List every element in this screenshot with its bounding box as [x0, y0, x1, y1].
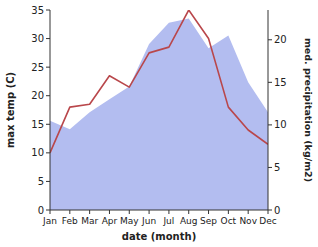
x-tick: [188, 210, 189, 214]
y-tick: [46, 67, 50, 68]
y2-tick-label: 20: [274, 34, 287, 45]
x-tick-label: May: [120, 216, 139, 226]
y-tick-label: 20: [31, 90, 44, 101]
y2-tick-label: 0: [274, 205, 280, 216]
y2-tick: [268, 124, 272, 125]
y-tick-label: 10: [31, 147, 44, 158]
y-axis-line: [50, 10, 51, 210]
x-tick: [129, 210, 130, 214]
y-tick: [46, 124, 50, 125]
x-tick-label: Aug: [180, 216, 198, 226]
x-tick-label: Feb: [62, 216, 78, 226]
x-tick-label: Nov: [239, 216, 257, 226]
y2-tick: [268, 210, 272, 211]
x-tick: [149, 210, 150, 214]
plot-area: [50, 10, 268, 210]
y-tick: [46, 152, 50, 153]
x-tick: [109, 210, 110, 214]
y-tick: [46, 38, 50, 39]
y2-tick: [268, 82, 272, 83]
y2-tick: [268, 39, 272, 40]
x-tick-label: Oct: [221, 216, 237, 226]
y-tick: [46, 210, 50, 211]
y-tick-label: 25: [31, 62, 44, 73]
x-tick-label: Jan: [42, 216, 57, 226]
x-tick-label: Mar: [81, 216, 98, 226]
x-tick-label: Dec: [259, 216, 276, 226]
x-axis-label: date (month): [122, 231, 196, 242]
y2-axis-label: med. precipitation (kg/m2): [303, 38, 314, 182]
x-tick: [248, 210, 249, 214]
x-axis-line: [50, 210, 268, 211]
y2-tick-label: 15: [274, 77, 287, 88]
x-tick-label: Sep: [200, 216, 217, 226]
y2-tick-label: 10: [274, 119, 287, 130]
x-tick: [208, 210, 209, 214]
y-tick-label: 15: [31, 119, 44, 130]
y-tick-label: 5: [38, 176, 44, 187]
y-tick-label: 0: [38, 205, 44, 216]
y-tick-label: 30: [31, 33, 44, 44]
x-tick: [69, 210, 70, 214]
y-tick: [46, 95, 50, 96]
y2-tick-label: 5: [274, 162, 280, 173]
x-tick: [89, 210, 90, 214]
y-tick: [46, 10, 50, 11]
y2-tick: [268, 167, 272, 168]
x-tick: [268, 210, 269, 214]
temp-line: [50, 10, 268, 153]
x-tick: [50, 210, 51, 214]
x-tick-label: Jun: [141, 216, 156, 226]
x-tick-label: Jul: [162, 216, 174, 226]
y-axis-label: max temp (C): [5, 72, 16, 148]
chart: 0 5 10 15 20 25 30 35 0 5 10 15 20 Jan FebMar AprMayJun…: [0, 0, 318, 247]
x-tick: [228, 210, 229, 214]
y-tick-label: 35: [31, 5, 44, 16]
x-tick: [168, 210, 169, 214]
x-tick-label: Apr: [102, 216, 118, 226]
y-tick: [46, 181, 50, 182]
